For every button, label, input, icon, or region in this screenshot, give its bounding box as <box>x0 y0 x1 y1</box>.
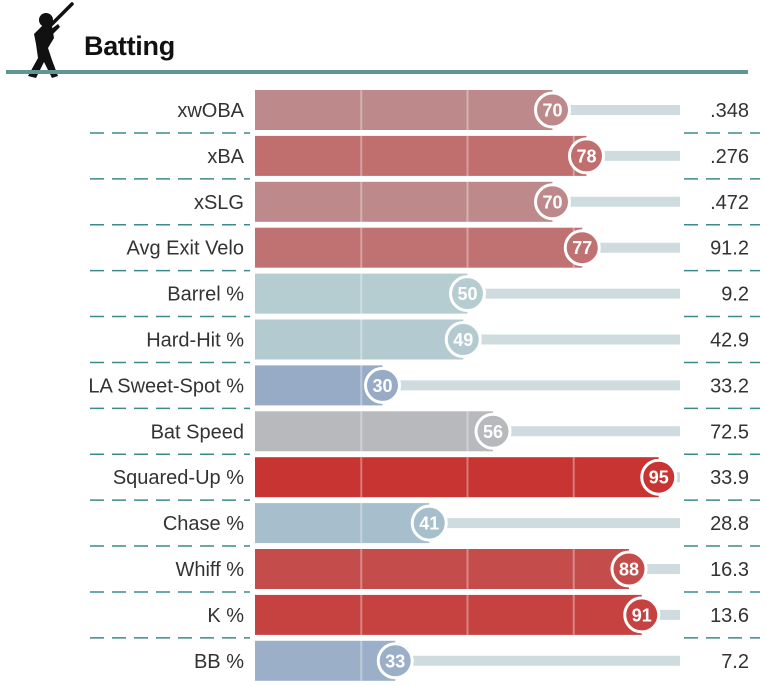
percentile-marker <box>534 183 571 221</box>
percentile-label: 50 <box>457 284 477 304</box>
chart-header: Batting <box>0 0 766 80</box>
metric-label: Hard-Hit % <box>146 330 244 352</box>
percentile-marker <box>444 321 482 358</box>
percentile-label: 88 <box>619 560 639 580</box>
metric-label: Squared-Up % <box>113 467 244 489</box>
metric-label: Chase % <box>163 513 244 535</box>
percentile-label: 33 <box>385 651 405 671</box>
percentile-label: 95 <box>649 468 669 488</box>
chart-title: Batting <box>84 31 175 61</box>
metric-label: xwOBA <box>177 100 244 122</box>
percentile-marker <box>563 229 601 267</box>
percentile-label: 70 <box>542 101 562 121</box>
percentile-bar <box>255 90 553 130</box>
percentile-label: 78 <box>576 146 596 166</box>
metric-label: BB % <box>194 651 244 673</box>
percentile-label: 49 <box>453 330 473 350</box>
metric-label: Barrel % <box>167 284 244 306</box>
metric-label: xBA <box>207 146 244 168</box>
header-rule <box>6 70 748 74</box>
stat-value: 7.2 <box>721 651 749 673</box>
batter-silhouette-icon <box>28 2 74 78</box>
percentile-marker <box>449 275 486 313</box>
stat-value: 33.2 <box>710 375 749 397</box>
stat-value: 13.6 <box>710 605 749 627</box>
percentile-label: 70 <box>542 192 562 212</box>
percentile-marker <box>364 366 401 404</box>
percentile-label: 91 <box>632 605 652 625</box>
stat-value: 9.2 <box>721 284 749 306</box>
percentile-marker <box>474 412 512 450</box>
percentile-label: 77 <box>572 238 592 258</box>
metric-label: K % <box>207 605 244 627</box>
percentile-marker <box>534 91 571 129</box>
stat-value: 28.8 <box>710 513 749 535</box>
percentile-bar <box>255 457 659 498</box>
stat-value: 16.3 <box>710 559 749 581</box>
metric-label: Whiff % <box>175 559 244 581</box>
stat-value: 91.2 <box>710 238 749 260</box>
percentile-bar <box>255 135 587 176</box>
metric-label: Avg Exit Velo <box>127 238 244 260</box>
percentile-marker <box>376 642 414 680</box>
percentile-bar <box>255 503 430 544</box>
percentile-bar <box>255 365 383 406</box>
stat-value: .276 <box>710 146 749 168</box>
percentile-bar <box>255 227 583 268</box>
percentile-marker <box>410 504 448 542</box>
percentile-bar <box>255 411 493 452</box>
percentile-label: 30 <box>372 376 392 396</box>
percentile-marker <box>623 596 661 634</box>
stat-value: 33.9 <box>710 467 749 489</box>
stat-value: 42.9 <box>710 330 749 352</box>
percentile-marker <box>568 137 605 175</box>
percentile-bar <box>255 549 629 589</box>
percentile-bar <box>255 640 396 681</box>
percentile-label: 56 <box>483 422 503 442</box>
metric-label: xSLG <box>194 192 244 214</box>
metric-label: Bat Speed <box>151 421 244 443</box>
percentile-bar <box>255 181 553 222</box>
stat-value: .472 <box>710 192 749 214</box>
stat-value: .348 <box>710 100 749 122</box>
percentile-marker <box>640 458 678 496</box>
stat-value: 72.5 <box>710 421 749 443</box>
percentile-label: 41 <box>419 514 439 534</box>
percentile-bar <box>255 273 468 314</box>
metric-label: LA Sweet-Spot % <box>88 375 244 397</box>
percentile-marker <box>610 550 648 588</box>
percentile-bar <box>255 594 642 635</box>
percentile-bar <box>255 319 464 360</box>
